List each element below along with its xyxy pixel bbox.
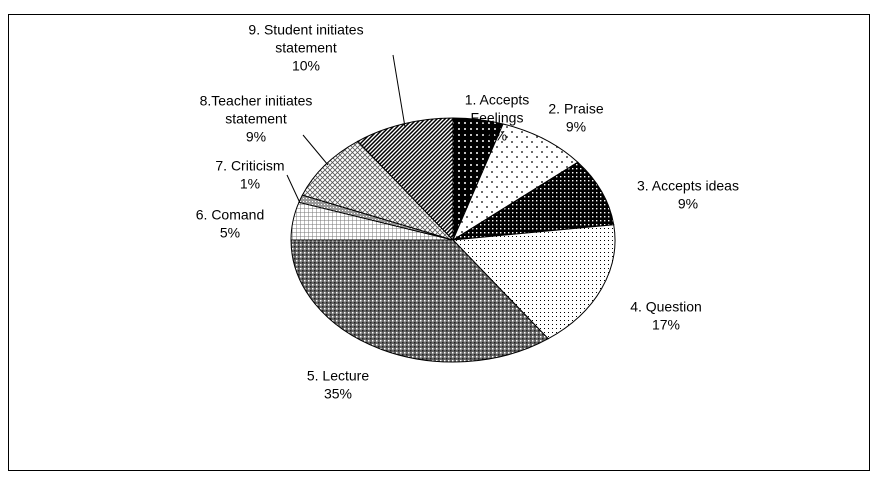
slice-label: 4. Question	[630, 299, 702, 315]
leader-line	[392, 54, 406, 128]
slice-value-label: 35%	[324, 386, 352, 402]
pie-slice	[301, 140, 455, 242]
slice-label: statement	[225, 111, 287, 127]
slice-value-label: 5%	[487, 128, 507, 144]
pie-slice	[451, 123, 579, 242]
slice-label: 8.Teacher initiates	[200, 93, 313, 109]
pie-slice	[452, 161, 615, 241]
slice-value-label: 17%	[652, 317, 680, 333]
frame	[8, 14, 870, 471]
slice-label: Feelings	[471, 110, 524, 126]
slice-value-label: 9%	[246, 129, 266, 145]
slice-label: 2. Praise	[548, 101, 603, 117]
slice-label: 6. Comand	[196, 207, 264, 223]
leader-line	[302, 134, 329, 166]
slice-value-label: 9%	[678, 196, 698, 212]
slice-value-label: 9%	[566, 119, 586, 135]
slice-label: 5. Lecture	[307, 368, 369, 384]
slice-label: 7. Criticism	[215, 158, 284, 174]
slice-label: 1. Accepts	[465, 92, 530, 108]
pie-slice	[356, 117, 454, 242]
slice-value-label: 5%	[220, 225, 240, 241]
slice-value-label: 1%	[240, 176, 260, 192]
pie-slice	[451, 224, 616, 340]
slice-label: 3. Accepts ideas	[637, 178, 739, 194]
pie-slice	[290, 239, 550, 363]
leader-line	[286, 174, 301, 204]
slice-label: statement	[275, 40, 337, 56]
slice-label: 9. Student initiates	[248, 22, 363, 38]
slice-value-label: 10%	[292, 58, 320, 74]
